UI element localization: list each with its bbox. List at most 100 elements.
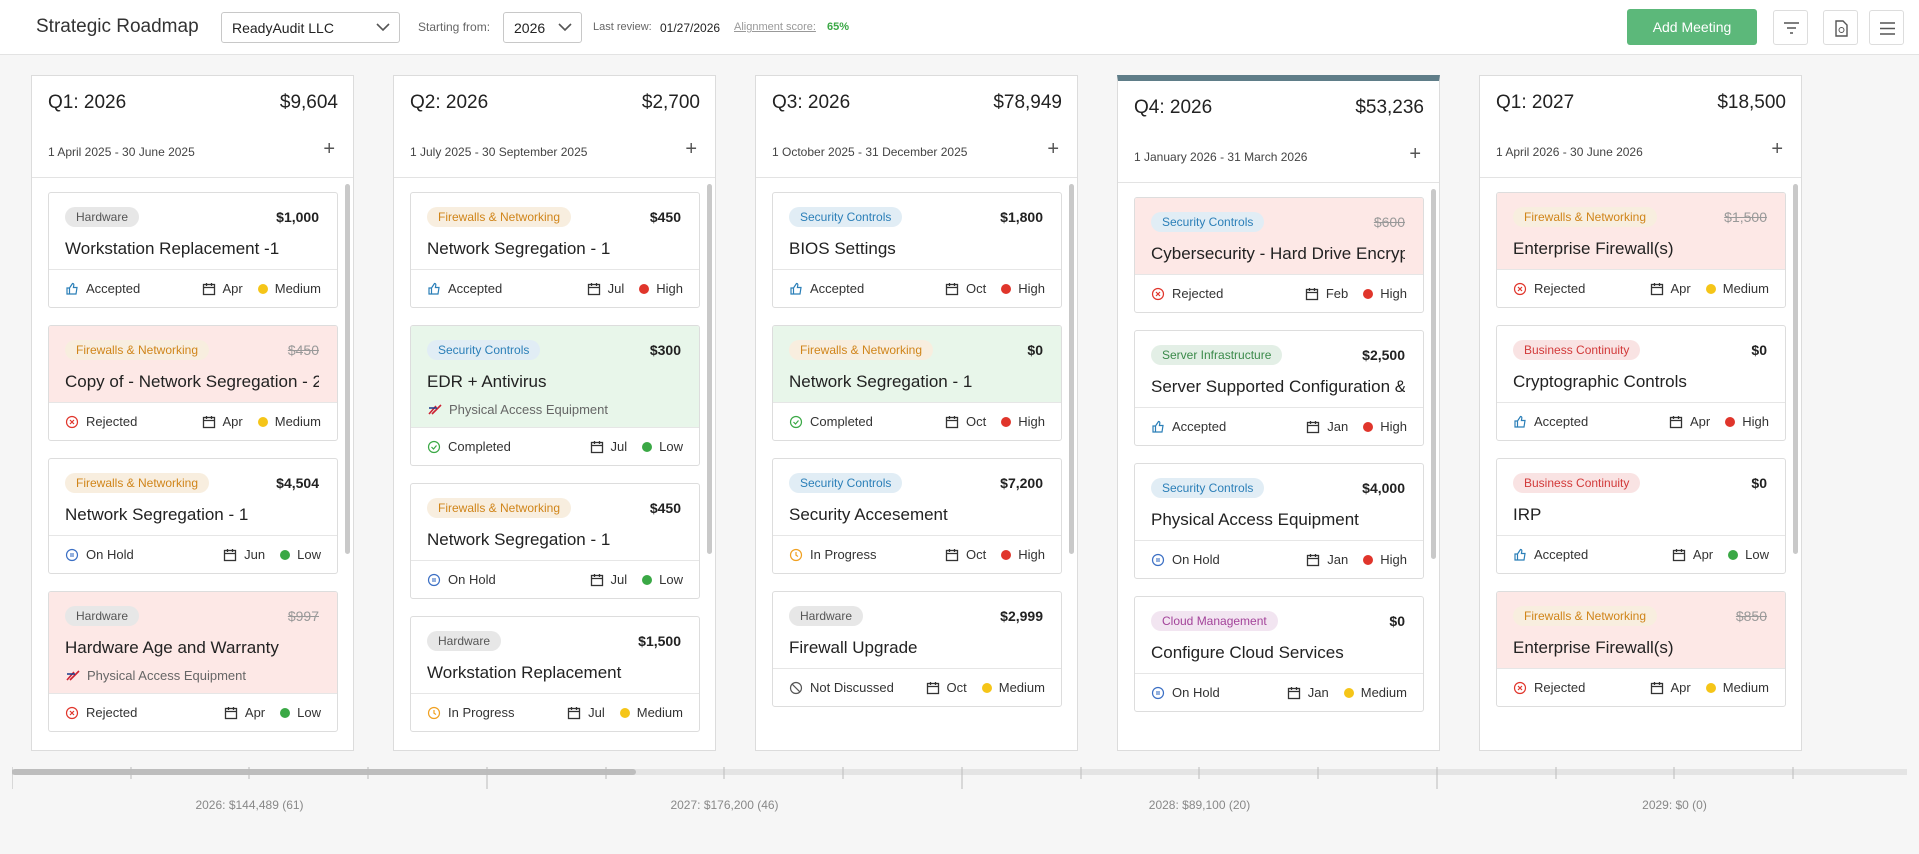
month: Jun: [244, 547, 266, 562]
calendar-icon: [587, 282, 601, 296]
scrollbar: [345, 184, 350, 554]
year-summary: 2026: $144,489 (61): [195, 798, 304, 812]
status: Accepted: [1534, 547, 1589, 562]
roadmap-card[interactable]: Business Continuity $0 Cryptographic Contr…: [1496, 325, 1786, 441]
roadmap-card[interactable]: Hardware $997 Hardware Age and Warranty Phy…: [48, 591, 338, 732]
add-card[interactable]: +: [1047, 138, 1059, 160]
card-top: Security Controls $1,800: [789, 207, 1043, 227]
roadmap-card[interactable]: Cloud Management $0 Configure Cloud Servic…: [1134, 596, 1424, 712]
quarter-column: Q3: 2026 $78,949 1 October 2025 - 31 Decem…: [755, 75, 1078, 751]
category-tag: Server Infrastructure: [1151, 345, 1283, 365]
roadmap-card[interactable]: Firewalls & Networking $1,500 Enterprise F…: [1496, 192, 1786, 308]
card-top: Firewalls & Networking $850: [1513, 606, 1767, 626]
roadmap-card[interactable]: Security Controls $7,200 Security Acceseme…: [772, 458, 1062, 574]
roadmap-card[interactable]: Hardware $1,000 Workstation Replacement -1…: [48, 192, 338, 308]
company-select[interactable]: ReadyAudit LLC: [221, 12, 400, 43]
header: Strategic Roadmap ReadyAudit LLC Startin…: [0, 0, 1919, 55]
roadmap-card[interactable]: Firewalls & Networking $450 Copy of - Netw…: [48, 325, 338, 441]
status-icon: [427, 440, 441, 454]
card-footer: Completed Jul Low: [411, 427, 699, 465]
menu-button[interactable]: [1869, 10, 1904, 45]
column-header: Q4: 2026 $53,236 1 January 2026 - 31 March…: [1118, 81, 1439, 183]
card-body: Security Controls $300 EDR + Antivirus Phys…: [411, 326, 699, 427]
status-icon: [1151, 287, 1165, 301]
roadmap-card[interactable]: Firewalls & Networking $850 Enterprise Fir…: [1496, 591, 1786, 707]
quarter-column: Q2: 2026 $2,700 1 July 2025 - 30 September…: [393, 75, 716, 751]
priority: High: [1018, 547, 1045, 562]
add-meeting-button[interactable]: Add Meeting: [1627, 9, 1757, 45]
roadmap-card[interactable]: Security Controls $1,800 BIOS Settings Acce…: [772, 192, 1062, 308]
quarter-column: Q1: 2027 $18,500 1 April 2026 - 30 June 20…: [1479, 75, 1802, 751]
month: Apr: [244, 705, 266, 720]
alignment-label[interactable]: Alignment score:: [734, 21, 816, 33]
category-tag: Firewalls & Networking: [65, 340, 210, 360]
year-select[interactable]: 2026: [503, 12, 582, 43]
status: Rejected: [1534, 680, 1586, 695]
card-body: Hardware $997 Hardware Age and Warranty Phy…: [49, 592, 337, 693]
card-body: Hardware $1,500 Workstation Replacement: [411, 617, 699, 693]
scrollbar: [1069, 184, 1074, 554]
card-footer: In Progress Jul Medium: [411, 693, 699, 731]
card-top: Hardware $997: [65, 606, 319, 626]
priority-dot: [1705, 682, 1716, 693]
add-card[interactable]: +: [1409, 143, 1421, 165]
priority: High: [1018, 414, 1045, 429]
roadmap-card[interactable]: Hardware $1,500 Workstation Replacement In …: [410, 616, 700, 732]
last-review: 01/27/2026: [660, 21, 721, 35]
card-footer: Rejected Feb High: [1135, 274, 1423, 312]
priority-dot: [1001, 416, 1012, 427]
card-footer: Not Discussed Oct Medium: [773, 668, 1061, 706]
card-top: Firewalls & Networking $0: [789, 340, 1043, 360]
add-card[interactable]: +: [323, 138, 335, 160]
calendar-icon: [223, 548, 237, 562]
month: Apr: [222, 281, 243, 296]
status-icon: [1151, 686, 1165, 700]
column-total: $9,604: [279, 92, 338, 113]
column-header: Q1: 2027 $18,500 1 April 2026 - 30 June 20…: [1480, 76, 1801, 178]
add-card[interactable]: +: [1771, 138, 1783, 160]
roadmap-card[interactable]: Firewalls & Networking $450 Network Segreg…: [410, 483, 700, 599]
card-body: Firewalls & Networking $850 Enterprise Fir…: [1497, 592, 1785, 668]
category-tag: Firewalls & Networking: [65, 473, 210, 493]
month: Jan: [1327, 552, 1349, 567]
roadmap-card[interactable]: Business Continuity $0 IRP Accepted Apr Low: [1496, 458, 1786, 574]
quarter-column: Q4: 2026 $53,236 1 January 2026 - 31 March…: [1117, 75, 1440, 751]
roadmap-card[interactable]: Firewalls & Networking $4,504 Network Segr…: [48, 458, 338, 574]
card-footer: Accepted Jul High: [411, 269, 699, 307]
card-footer: On Hold Jan Medium: [1135, 673, 1423, 711]
add-card[interactable]: +: [685, 138, 697, 160]
amount: $850: [1735, 608, 1767, 624]
roadmap-card[interactable]: Security Controls $300 EDR + Antivirus Phys…: [410, 325, 700, 466]
status: Accepted: [1534, 414, 1589, 429]
status-icon: [789, 681, 803, 695]
card-title: Enterprise Firewall(s): [1513, 638, 1674, 657]
category-tag: Firewalls & Networking: [1513, 606, 1658, 626]
category-tag: Security Controls: [1151, 212, 1265, 232]
export-button[interactable]: [1823, 10, 1858, 45]
card-footer: On Hold Jun Low: [49, 535, 337, 573]
card-body: Security Controls $600 Cybersecurity - Har…: [1135, 198, 1423, 274]
roadmap-card[interactable]: Security Controls $600 Cybersecurity - Har…: [1134, 197, 1424, 313]
status-icon: [65, 415, 79, 429]
roadmap-card[interactable]: Server Infrastructure $2,500 Server Suppor…: [1134, 330, 1424, 446]
year-summary: 2028: $89,100 (20): [1148, 798, 1251, 812]
roadmap-card[interactable]: Firewalls & Networking $450 Network Segreg…: [410, 192, 700, 308]
category-tag: Business Continuity: [1513, 473, 1641, 493]
month: Apr: [1690, 414, 1711, 429]
category-tag: Firewalls & Networking: [1513, 207, 1658, 227]
roadmap-card[interactable]: Firewalls & Networking $0 Network Segregat…: [772, 325, 1062, 441]
card-footer: On Hold Jul Low: [411, 560, 699, 598]
roadmap-card[interactable]: Hardware $2,999 Firewall Upgrade Not Discus…: [772, 591, 1062, 707]
month: Oct: [966, 414, 987, 429]
calendar-icon: [567, 706, 581, 720]
column-header: Q3: 2026 $78,949 1 October 2025 - 31 Decem…: [756, 76, 1077, 178]
status-icon: [1513, 681, 1527, 695]
filter-button[interactable]: [1773, 10, 1808, 45]
status: On Hold: [86, 547, 134, 562]
priority-dot: [1001, 549, 1012, 560]
card-title: Network Segregation - 1: [427, 530, 611, 549]
roadmap-card[interactable]: Security Controls $4,000 Physical Access E…: [1134, 463, 1424, 579]
card-footer: Accepted Apr High: [1497, 402, 1785, 440]
priority-dot: [981, 682, 992, 693]
